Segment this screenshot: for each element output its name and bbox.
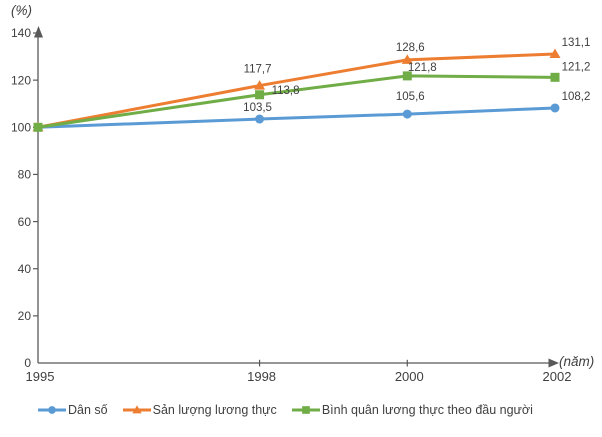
data-label-series-3-1998: 113,8	[272, 85, 300, 97]
series-2-point-2002-triangle-marker	[549, 48, 561, 58]
series-1-point-2000-circle-marker	[402, 109, 412, 119]
x-axis-arrow-icon	[548, 358, 559, 368]
series-2-point-2000-triangle-marker	[401, 54, 413, 64]
y-tick-label-40: 40	[18, 262, 32, 276]
y-tick-label-60: 60	[18, 215, 32, 229]
series-3-point-1995-square-marker	[33, 122, 43, 132]
legend-square-marker-icon	[291, 406, 320, 414]
data-label-series-1-2002: 108,2	[562, 91, 591, 103]
data-label-series-2-2000: 128,6	[396, 42, 425, 54]
legend-label-1: Dân số	[68, 403, 108, 417]
series-line-2	[37, 52, 556, 129]
legend-item-1: Dân số	[38, 403, 108, 417]
series-1-point-1998-circle-marker	[255, 114, 265, 124]
legend-3-square-marker	[301, 406, 310, 414]
data-label-series-2-2002: 131,1	[562, 37, 591, 49]
y-tick-label-80: 80	[18, 168, 32, 182]
legend-triangle-marker-icon	[122, 405, 151, 414]
legend-2-triangle-marker	[131, 405, 142, 414]
x-tick-label-1998: 1998	[247, 369, 276, 384]
data-label-series-1-1998: 103,5	[243, 102, 272, 114]
data-label-series-2-1998: 117,7	[244, 64, 272, 76]
y-axis-arrow-icon	[34, 26, 43, 38]
data-label-series-3-2002: 121,2	[562, 61, 591, 73]
series-1-point-2002-circle-marker	[550, 103, 560, 113]
legend: Dân số Sản lượng lương thực Bình quân lươn…	[38, 403, 533, 417]
legend-circle-marker-icon	[38, 406, 66, 414]
legend-label-3: Bình quân lương thực theo đầu người	[321, 403, 533, 417]
y-tick-label-140: 140	[11, 26, 31, 40]
series-3-point-2000-square-marker	[402, 71, 412, 81]
y-tick-label-100: 100	[11, 120, 31, 134]
legend-label-2: Sản lượng lương thực	[152, 403, 277, 417]
x-tick-label-1995: 1995	[26, 369, 55, 384]
y-tick-label-0: 0	[24, 356, 31, 370]
y-tick-label-20: 20	[18, 309, 32, 323]
data-label-series-3-2000: 121,8	[408, 62, 437, 74]
series-line-1	[37, 106, 556, 129]
series-3-point-2002-square-marker	[550, 72, 560, 82]
series-2-point-1998-triangle-marker	[254, 80, 266, 90]
series-3-point-1998-square-marker	[255, 90, 265, 100]
x-axis-unit-label: (năm)	[559, 354, 595, 369]
x-tick-label-2000: 2000	[395, 369, 424, 384]
series-line-3	[37, 74, 556, 129]
data-label-series-1-2000: 105,6	[396, 91, 425, 103]
legend-1-circle-marker	[48, 406, 56, 414]
legend-item-3: Bình quân lương thực theo đầu người	[291, 403, 533, 417]
y-axis-unit-label: (%)	[11, 3, 32, 18]
x-tick-label-2002: 2002	[543, 369, 572, 384]
legend-item-2: Sản lượng lương thực	[122, 403, 277, 417]
y-tick-label-120: 120	[11, 73, 31, 87]
